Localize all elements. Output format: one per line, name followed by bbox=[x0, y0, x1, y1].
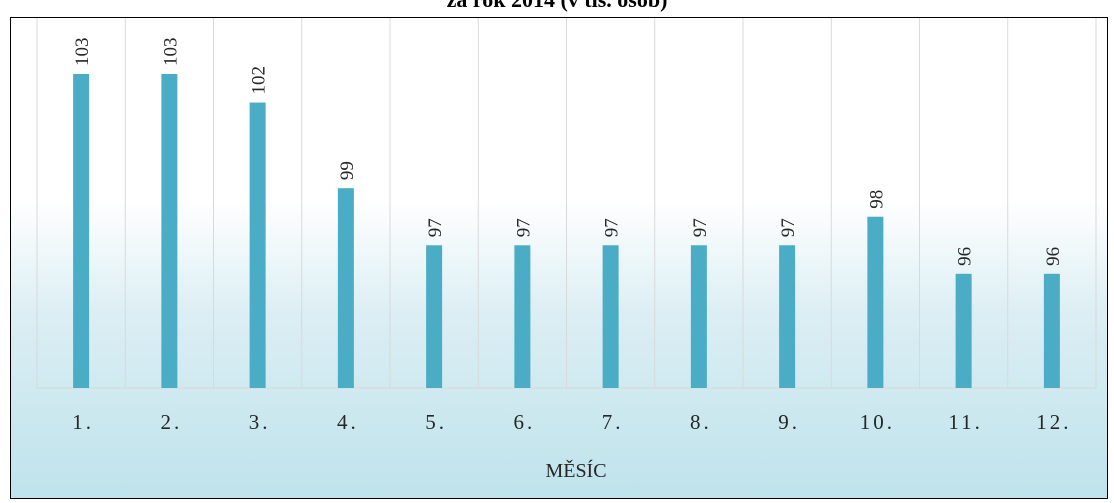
x-tick-label-4: 4. bbox=[337, 410, 359, 434]
x-tick-label-2: 2. bbox=[161, 410, 183, 434]
chart-title: za rok 2014 (v tis. osob) bbox=[0, 0, 1114, 13]
x-tick-label-10: 10. bbox=[860, 410, 895, 434]
data-label-7: 97 bbox=[602, 218, 623, 237]
bar-9 bbox=[779, 245, 796, 388]
bar-11 bbox=[955, 273, 972, 388]
x-tick-labels: 1. 2. 3. 4. 5. 6. 7. 8. 9. 10. 11. 12. bbox=[72, 410, 1071, 434]
x-tick-label-1: 1. bbox=[72, 410, 94, 434]
x-tick-label-12: 12. bbox=[1036, 410, 1071, 434]
bar-2 bbox=[161, 74, 178, 388]
data-label-11: 96 bbox=[955, 247, 976, 266]
x-tick-label-11: 11. bbox=[948, 410, 982, 434]
bar-12 bbox=[1043, 273, 1060, 388]
bar-6 bbox=[514, 245, 531, 388]
data-label-6: 97 bbox=[513, 218, 534, 237]
bar-3 bbox=[249, 102, 266, 388]
bar-10 bbox=[867, 216, 884, 388]
chart-frame bbox=[10, 17, 1108, 499]
data-label-12: 96 bbox=[1043, 247, 1064, 266]
data-label-8: 97 bbox=[690, 218, 711, 237]
bar-4 bbox=[337, 188, 354, 388]
data-labels: 103 103 102 99 97 97 97 97 97 98 96 96 bbox=[72, 38, 1064, 266]
x-tick-label-5: 5. bbox=[425, 410, 447, 434]
bars bbox=[73, 74, 1060, 388]
x-tick-label-8: 8. bbox=[690, 410, 712, 434]
bar-5 bbox=[426, 245, 443, 388]
data-label-5: 97 bbox=[425, 218, 446, 237]
x-tick-label-3: 3. bbox=[249, 410, 271, 434]
bar-7 bbox=[602, 245, 619, 388]
x-tick-label-7: 7. bbox=[602, 410, 624, 434]
data-label-4: 99 bbox=[337, 161, 358, 180]
data-label-2: 103 bbox=[160, 38, 181, 67]
x-tick-label-6: 6. bbox=[514, 410, 536, 434]
bar-1 bbox=[73, 74, 90, 388]
data-label-3: 102 bbox=[249, 66, 270, 95]
gridlines bbox=[36, 18, 1097, 389]
data-label-10: 98 bbox=[866, 190, 887, 209]
x-tick-label-9: 9. bbox=[778, 410, 800, 434]
data-label-9: 97 bbox=[778, 218, 799, 237]
x-axis-title: MĚSÍC bbox=[545, 459, 606, 482]
bar-8 bbox=[690, 245, 707, 388]
data-label-1: 103 bbox=[72, 38, 93, 67]
